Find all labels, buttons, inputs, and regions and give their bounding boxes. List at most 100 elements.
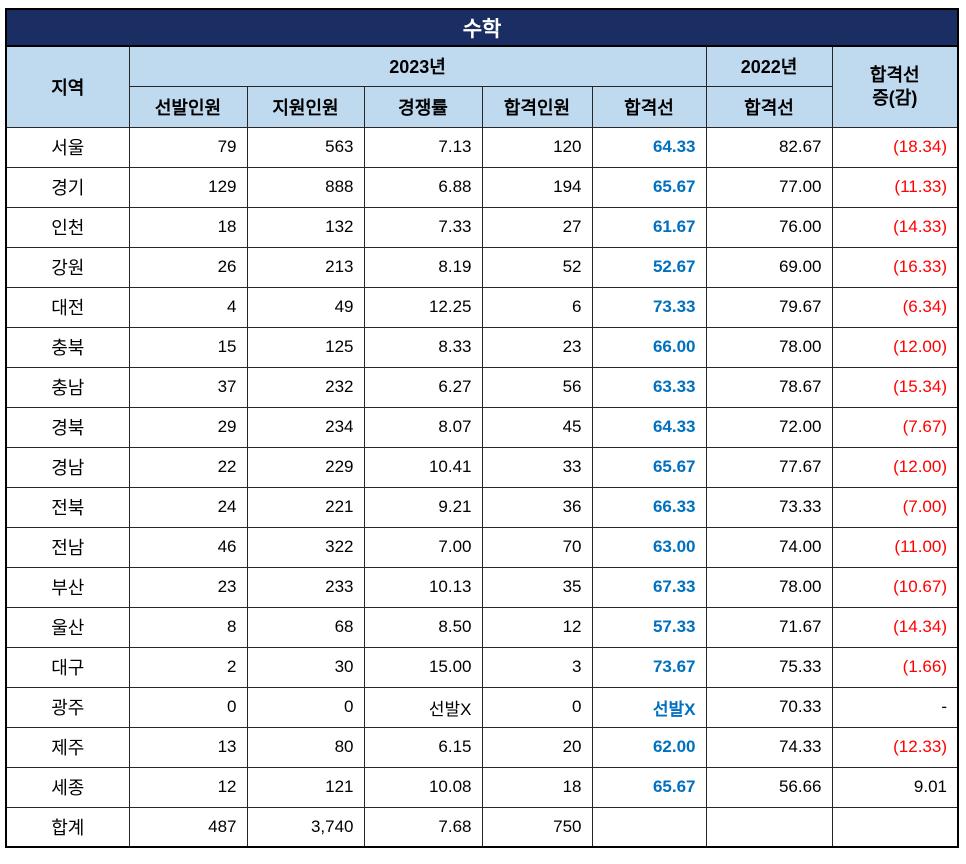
cutline-change-cell: (6.34) (831, 286, 959, 328)
col-header-ratio: 경쟁률 (363, 85, 483, 128)
table-row: 대전 4 49 12.25 6 73.33 79.67 (6.34) (5, 286, 959, 328)
selected-count-cell: 0 (128, 686, 248, 728)
applicant-count-cell: 125 (246, 326, 365, 368)
passed-count-cell: 56 (481, 366, 593, 408)
cutline-2022-cell: 82.67 (705, 126, 833, 168)
cutline-change-cell: - (831, 686, 959, 728)
cutline-2022-cell: 77.67 (705, 446, 833, 488)
cutline-2022-cell: 78.00 (705, 326, 833, 368)
applicant-count-cell: 132 (246, 206, 365, 248)
region-cell: 경기 (5, 166, 130, 208)
selected-count-cell: 37 (128, 366, 248, 408)
region-cell: 광주 (5, 686, 130, 728)
competition-ratio-cell: 9.21 (363, 486, 483, 528)
region-cell: 대전 (5, 286, 130, 328)
selected-count-cell: 23 (128, 566, 248, 608)
col-header-cutline-change-line2: 증(감) (872, 87, 918, 108)
cutline-change-cell: (18.34) (831, 126, 959, 168)
col-header-region: 지역 (5, 45, 130, 128)
selected-count-cell: 2 (128, 646, 248, 688)
competition-ratio-cell: 7.00 (363, 526, 483, 568)
passed-count-cell: 6 (481, 286, 593, 328)
competition-ratio-cell: 8.07 (363, 406, 483, 448)
table-row: 광주 0 0 선발X 0 선발X 70.33- (5, 686, 959, 728)
passed-count-cell: 35 (481, 566, 593, 608)
cutline-2022-cell: 74.33 (705, 726, 833, 768)
region-cell: 전남 (5, 526, 130, 568)
applicant-count-cell: 30 (246, 646, 365, 688)
passed-count-cell: 45 (481, 406, 593, 448)
passed-count-cell: 33 (481, 446, 593, 488)
cutline-2022-cell: 73.33 (705, 486, 833, 528)
table-row: 부산 23 233 10.13 35 67.33 78.00 (10.67) (5, 566, 959, 608)
col-header-year-2022: 2022년 (705, 45, 833, 87)
region-cell: 대구 (5, 646, 130, 688)
col-header-cutline-change: 합격선 증(감) (831, 45, 959, 128)
cutline-change-cell (831, 806, 959, 848)
selected-count-cell: 79 (128, 126, 248, 168)
region-cell: 세종 (5, 766, 130, 808)
applicant-count-cell: 888 (246, 166, 365, 208)
cutline-2023-cell: 52.67 (591, 246, 707, 288)
competition-ratio-cell: 8.50 (363, 606, 483, 648)
cutline-2022-cell: 76.00 (705, 206, 833, 248)
cutline-2022-cell: 71.67 (705, 606, 833, 648)
competition-ratio-cell: 7.68 (363, 806, 483, 848)
col-header-selected: 선발인원 (128, 85, 248, 128)
applicant-count-cell: 563 (246, 126, 365, 168)
selected-count-cell: 487 (128, 806, 248, 848)
cutline-2023-cell: 63.00 (591, 526, 707, 568)
region-cell: 충북 (5, 326, 130, 368)
table-row: 경북 29 234 8.07 45 64.33 72.00 (7.67) (5, 406, 959, 448)
applicant-count-cell: 213 (246, 246, 365, 288)
cutline-2022-cell: 74.00 (705, 526, 833, 568)
competition-ratio-cell: 10.13 (363, 566, 483, 608)
applicant-count-cell: 49 (246, 286, 365, 328)
cutline-change-cell: (14.34) (831, 606, 959, 648)
table-row: 제주 13 80 6.15 20 62.00 74.33 (12.33) (5, 726, 959, 768)
cutline-change-cell: (12.33) (831, 726, 959, 768)
cutline-2022-cell: 70.33 (705, 686, 833, 728)
col-header-year-2023: 2023년 (128, 45, 707, 87)
cutline-change-cell: (11.00) (831, 526, 959, 568)
region-cell: 합계 (5, 806, 130, 848)
passed-count-cell: 750 (481, 806, 593, 848)
selected-count-cell: 4 (128, 286, 248, 328)
col-header-cutline-2023: 합격선 (591, 85, 707, 128)
cutline-2022-cell: 69.00 (705, 246, 833, 288)
selected-count-cell: 22 (128, 446, 248, 488)
passed-count-cell: 20 (481, 726, 593, 768)
passed-count-cell: 18 (481, 766, 593, 808)
cutline-change-cell: (12.00) (831, 446, 959, 488)
cutline-change-cell: (7.67) (831, 406, 959, 448)
col-header-cutline-change-line1: 합격선 (869, 65, 920, 86)
cutline-change-cell: (11.33) (831, 166, 959, 208)
cutline-2022-cell (705, 806, 833, 848)
cutline-2023-cell: 61.67 (591, 206, 707, 248)
table-row: 인천 18 132 7.33 27 61.67 76.00 (14.33) (5, 206, 959, 248)
applicant-count-cell: 3,740 (246, 806, 365, 848)
competition-ratio-cell: 6.88 (363, 166, 483, 208)
table-row: 경기 129 888 6.88 194 65.67 77.00 (11.33) (5, 166, 959, 208)
competition-ratio-cell: 7.13 (363, 126, 483, 168)
table-row: 전북 24 221 9.21 36 66.33 73.33 (7.00) (5, 486, 959, 528)
region-cell: 강원 (5, 246, 130, 288)
selected-count-cell: 129 (128, 166, 248, 208)
cutline-2023-cell: 73.33 (591, 286, 707, 328)
cutline-2023-cell: 64.33 (591, 406, 707, 448)
competition-ratio-cell: 8.33 (363, 326, 483, 368)
competition-ratio-cell: 12.25 (363, 286, 483, 328)
cutline-2023-cell (591, 806, 707, 848)
applicant-count-cell: 232 (246, 366, 365, 408)
region-cell: 울산 (5, 606, 130, 648)
applicant-count-cell: 234 (246, 406, 365, 448)
header-row-2: 선발인원 지원인원 경쟁률 합격인원 합격선 합격선 (6, 85, 958, 128)
cutline-2022-cell: 78.00 (705, 566, 833, 608)
cutline-2023-cell: 66.33 (591, 486, 707, 528)
total-row: 합계 487 3,740 7.68 750 (5, 806, 959, 848)
cutline-2023-cell: 57.33 (591, 606, 707, 648)
cutline-change-cell: 9.01 (831, 766, 959, 808)
table-title: 수학 (5, 8, 959, 47)
math-score-table: 수학 지역 2023년 2022년 합격선 증(감) 선발인원 지원인원 경쟁률… (5, 8, 960, 848)
